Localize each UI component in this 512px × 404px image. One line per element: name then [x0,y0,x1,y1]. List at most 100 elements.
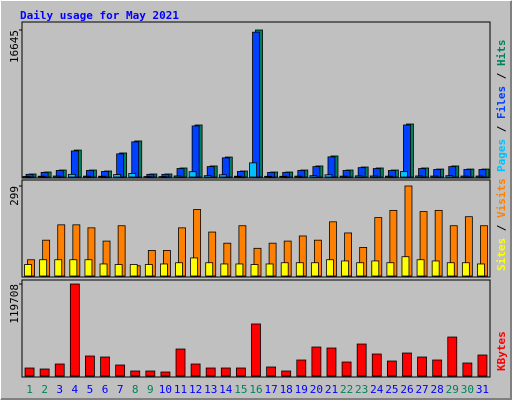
bar [385,176,392,177]
bar [55,260,62,276]
bar [221,368,230,376]
legend: KBytes [495,331,508,371]
bar [25,265,32,276]
bar [387,263,394,276]
legend-entry: Files [495,86,508,119]
x-tick-label: 1 [26,383,33,396]
x-tick-label: 22 [340,383,353,396]
bar [296,263,303,276]
bar [176,349,185,376]
bar [416,176,423,177]
bar [70,284,79,376]
y-tick-label: 299 [8,186,21,206]
bar [71,151,78,177]
legend-separator: / [495,218,508,238]
bar [295,176,302,177]
bar [192,126,199,177]
bar [204,176,211,177]
bar [117,154,124,177]
x-tick-label: 12 [189,383,202,396]
x-tick-label: 15 [234,383,247,396]
bar [70,260,77,276]
bar [53,176,60,177]
bar [325,175,332,177]
bar [340,176,347,177]
bar [222,158,229,177]
bar [477,264,484,276]
bar [234,176,241,177]
bar [463,363,472,376]
x-tick-label: 3 [56,383,63,396]
x-tick-label: 29 [446,383,459,396]
x-tick-label: 19 [295,383,308,396]
bar [85,260,92,276]
bar [370,176,377,177]
x-tick-label: 27 [415,383,428,396]
bar [160,264,167,276]
bar [281,263,288,276]
legend-entry: Pages [495,139,508,172]
bar [206,263,213,276]
bar [100,264,107,276]
x-tick-label: 26 [400,383,413,396]
x-tick-label: 18 [280,383,293,396]
x-tick-label: 21 [325,383,338,396]
bar [40,369,49,376]
bar [174,176,181,177]
bar [282,371,291,376]
bar [312,347,321,376]
chart-title: Daily usage for May 2021 [20,9,179,22]
bar [99,176,106,177]
bar [25,368,34,376]
x-tick-label: 20 [310,383,323,396]
x-tick-label: 24 [370,383,384,396]
bar [402,353,411,376]
bar [417,260,424,276]
bar [478,355,487,376]
y-tick-label: 119708 [8,284,21,324]
bar [310,176,317,177]
bar [431,176,438,177]
x-tick-label: 31 [476,383,489,396]
legend: Pages / Files / Hits [495,40,508,173]
bar [23,176,30,177]
bar [55,364,64,376]
bar [447,263,454,276]
x-tick-label: 28 [431,383,444,396]
bar [206,368,215,376]
legend-entry: Hits [495,40,508,67]
legend-separator: / [495,119,508,139]
bar [83,176,90,177]
bar [372,261,379,276]
bar [418,357,427,376]
bar [327,348,336,376]
bar [342,261,349,276]
bar [176,263,183,276]
bar [446,176,453,177]
y-tick-label: 16645 [8,30,21,63]
bar [219,175,226,177]
x-tick-label: 17 [264,383,277,396]
x-tick-label: 16 [249,383,262,396]
bar [221,264,228,276]
bar [448,337,457,376]
x-tick-label: 30 [461,383,474,396]
bar [432,261,439,276]
legend-entry: KBytes [495,331,508,371]
bar [116,365,125,376]
bar [68,174,75,177]
x-tick-label: 8 [132,383,139,396]
legend: Sites / Visits [495,178,508,271]
legend-entry: Visits [495,178,508,218]
bar [357,344,366,376]
x-tick-label: 2 [41,383,48,396]
x-tick-label: 14 [219,383,233,396]
x-tick-label: 10 [159,383,172,396]
bar [402,257,409,276]
bar [355,176,362,177]
bar [161,372,170,376]
bar [252,324,261,376]
bar [191,258,198,276]
bar [372,354,381,376]
